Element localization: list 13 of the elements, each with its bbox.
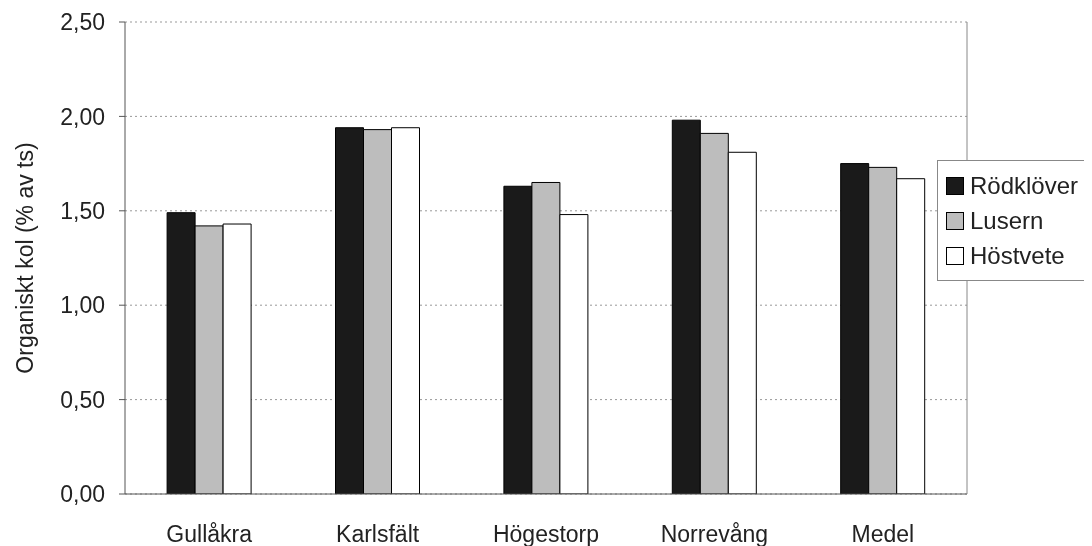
- y-tick-label: 2,00: [60, 103, 105, 130]
- y-axis-title: Organiskt kol (% av ts): [12, 142, 38, 374]
- y-tick-label: 2,50: [60, 9, 105, 36]
- y-tick-label: 0,50: [60, 386, 105, 413]
- legend-label: Rödklöver: [970, 171, 1079, 200]
- x-tick-label: Karlsfält: [336, 521, 420, 546]
- legend-label: Lusern: [970, 206, 1044, 235]
- y-tick-label: 1,00: [60, 292, 105, 319]
- x-tick-label: Gullåkra: [166, 521, 253, 546]
- x-tick-label: Medel: [851, 521, 915, 546]
- legend-label: Höstvete: [970, 241, 1065, 270]
- y-tick-label: 0,00: [60, 481, 105, 508]
- y-tick-label: 1,50: [60, 197, 105, 224]
